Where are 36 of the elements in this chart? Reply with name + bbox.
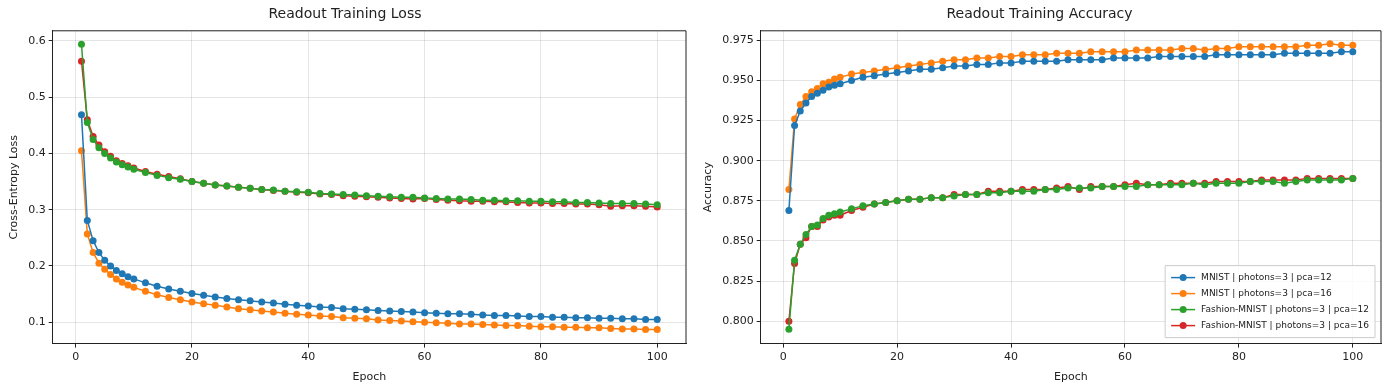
y-tick-label: 0.1: [28, 315, 46, 329]
y-tick-label: 0.6: [28, 33, 46, 47]
y-tick-label: 0.850: [722, 233, 754, 247]
x-axis-title: Epoch: [352, 370, 387, 384]
x-tick-label: 0: [779, 350, 787, 364]
y-tick-label: 0.925: [722, 113, 754, 127]
x-tick-label: 80: [533, 350, 548, 364]
y-tick-label: 0.875: [722, 193, 754, 207]
y-tick-label: 0.3: [28, 202, 46, 216]
x-tick-label: 100: [1342, 350, 1364, 364]
y-tick-label: 0.4: [28, 146, 46, 160]
x-tick-label: 0: [72, 350, 80, 364]
y-tick-label: 0.900: [722, 153, 754, 167]
y-tick-label: 0.5: [28, 90, 46, 104]
legend-label: MNIST | photons=3 | pca=16: [1201, 287, 1333, 298]
y-tick-label: 0.800: [722, 314, 754, 327]
legend-label: Fashion-MNIST | photons=3 | pca=16: [1201, 319, 1370, 330]
legend-label: Fashion-MNIST | photons=3 | pca=12: [1201, 303, 1370, 314]
x-tick-label: 40: [301, 350, 316, 364]
y-tick-label: 0.825: [722, 273, 754, 287]
y-tick-label: 0.975: [722, 33, 754, 47]
x-tick-label: 80: [1231, 350, 1246, 364]
chart-title: Readout Training Loss: [268, 5, 422, 22]
x-tick-label: 100: [646, 350, 668, 364]
y-tick-label: 0.2: [28, 258, 46, 272]
x-axis-title: Epoch: [1054, 370, 1088, 384]
chart-title: Readout Training Accuracy: [946, 5, 1133, 22]
y-axis-title: Cross-Entropy Loss: [7, 134, 21, 240]
x-tick-label: 60: [417, 350, 432, 364]
y-tick-label: 0.950: [722, 73, 754, 87]
legend-label: MNIST | photons=3 | pca=12: [1201, 271, 1332, 282]
x-tick-label: 20: [184, 350, 199, 364]
x-tick-label: 20: [890, 350, 905, 364]
y-axis-title: Accuracy: [701, 161, 715, 213]
x-tick-label: 40: [1004, 350, 1019, 364]
x-tick-label: 60: [1117, 350, 1132, 364]
